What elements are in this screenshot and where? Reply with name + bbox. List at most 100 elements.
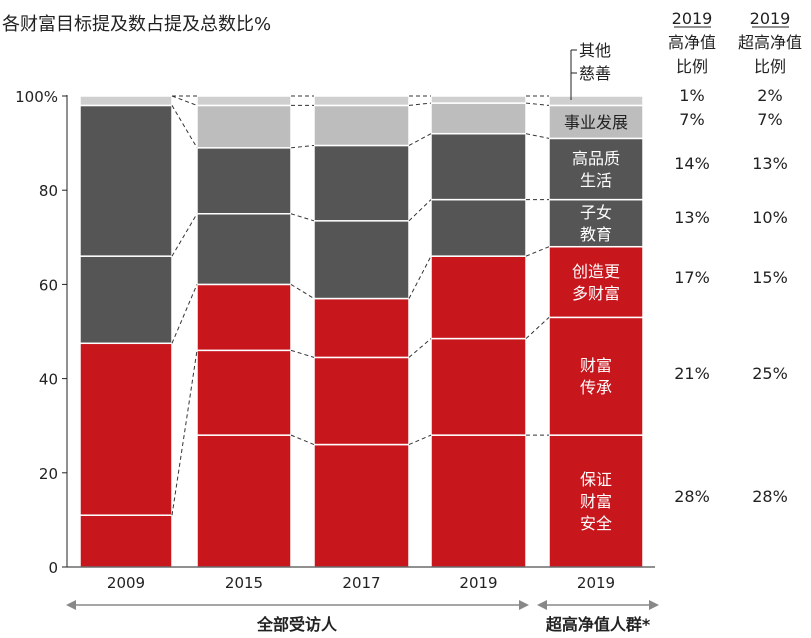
connector-2-4 (408, 199, 432, 222)
label-charity: 慈善 (579, 64, 611, 83)
x-tick-label-3: 2019 (459, 574, 497, 592)
connector-2-5 (408, 133, 432, 146)
table-cell-5-col1: 21% (674, 364, 710, 383)
bar-3-segment-0 (430, 434, 527, 568)
bar-4-segment-6 (548, 95, 644, 107)
bar-0-segment-3 (79, 104, 173, 257)
table-cell-6-col1: 28% (674, 487, 710, 506)
bar-4-segment-3 (548, 198, 644, 248)
bar-2-segment-4 (313, 144, 410, 222)
group-label-all: 全部受访人 (256, 615, 338, 634)
bar-0-segment-0 (79, 514, 173, 568)
bar-3-segment-1 (430, 337, 527, 436)
connector-3-6 (525, 102, 550, 106)
right-table-header-col1: 2019 高净值 比例 (668, 9, 716, 76)
connector-3-2 (525, 317, 550, 339)
bar-1-segment-0 (196, 434, 292, 568)
x-tick-label-1: 2015 (225, 574, 263, 592)
bar-2-segment-2 (313, 297, 410, 359)
bar-1-segment-4 (196, 147, 292, 215)
bar-3-segment-6 (430, 95, 527, 104)
group-label-uhnw: 超高净值人群* (545, 615, 651, 634)
table-cell-1-col1: 7% (679, 110, 704, 129)
bar-1-segment-1 (196, 349, 292, 436)
header-col1-line3: 比例 (676, 57, 708, 76)
connector-0-2 (171, 284, 198, 344)
bar-3-segment-3 (430, 198, 527, 257)
segment-label-4-0: 高品质 (572, 149, 620, 168)
bar-2-segment-6 (313, 95, 410, 107)
group-arrow-uhnw (537, 600, 659, 610)
others-callout: 其他 慈善 (570, 41, 611, 100)
segment-label-2-1: 多财富 (572, 284, 620, 303)
segment-label-0-0: 保证 (580, 470, 612, 489)
bar-4-segment-0 (548, 434, 644, 568)
bar-3-segment-5 (430, 102, 527, 135)
label-others: 其他 (579, 41, 611, 60)
connector-2-3 (408, 255, 432, 299)
connector-2-1 (408, 434, 432, 445)
header-col2-line2: 超高净值 (738, 33, 802, 52)
bar-4-segment-2 (548, 245, 644, 319)
connector-1-2 (290, 349, 315, 358)
connector-3-5 (525, 133, 550, 139)
x-tick-label-2: 2017 (342, 574, 380, 592)
connector-0-1 (171, 350, 198, 516)
header-col2-year: 2019 (750, 9, 791, 28)
x-tick-label-0: 2009 (107, 574, 145, 592)
y-tick-label-4: 80 (39, 182, 58, 200)
bar-0-segment-4 (79, 95, 173, 107)
bar-1-segment-5 (196, 104, 292, 149)
table-cell-5-col2: 25% (752, 364, 788, 383)
table-cell-6-col2: 28% (752, 487, 788, 506)
table-cell-3-col1: 13% (674, 208, 710, 227)
connector-1-5 (290, 144, 315, 149)
connector-1-4 (290, 213, 315, 222)
table-cell-0-col2: 2% (757, 86, 782, 105)
bar-2-segment-0 (313, 443, 410, 568)
segment-label-0-1: 财富 (580, 492, 612, 511)
bar-3-segment-2 (430, 255, 527, 340)
segment-label-0-2: 安全 (580, 514, 612, 533)
segment-label-2-0: 创造更 (572, 262, 620, 281)
table-cell-4-col2: 15% (752, 268, 788, 287)
table-cell-2-col2: 13% (752, 154, 788, 173)
bar-0-segment-1 (79, 342, 173, 516)
y-tick-label-5: 100% (15, 88, 58, 106)
segment-label-1-0: 财富 (580, 356, 612, 375)
segment-label-3-0: 子女 (580, 203, 612, 222)
bar-0-segment-2 (79, 255, 173, 345)
bar-2-segment-3 (313, 220, 410, 300)
table-cell-4-col1: 17% (674, 268, 710, 287)
connector-2-2 (408, 338, 432, 358)
right-table-header-col2: 2019 超高净值 比例 (738, 9, 802, 76)
connector-0-4 (171, 105, 198, 149)
group-arrow-all (66, 600, 529, 610)
connector-0-3 (171, 213, 198, 257)
y-tick-label-2: 40 (39, 371, 58, 389)
bar-1-segment-6 (196, 95, 292, 107)
connector-1-1 (290, 434, 315, 446)
y-tick-label-1: 20 (39, 465, 58, 483)
segment-label-4-1: 生活 (580, 171, 612, 190)
header-col1-year: 2019 (672, 9, 713, 28)
table-cell-2-col1: 14% (674, 154, 710, 173)
x-tick-label-4: 2019 (577, 574, 615, 592)
bar-1-segment-2 (196, 283, 292, 352)
chart-title: 各财富目标提及数占提及总数比% (2, 14, 271, 35)
connector-1-3 (290, 283, 315, 299)
connector-3-3 (525, 246, 550, 257)
bar-1-segment-3 (196, 213, 292, 286)
table-cell-3-col2: 10% (752, 208, 788, 227)
table-cell-0-col1: 1% (679, 86, 704, 105)
bar-4-segment-1 (548, 316, 644, 436)
segment-label-5-0: 事业发展 (564, 113, 628, 132)
connector-0-5 (171, 95, 198, 106)
header-col1-line2: 高净值 (668, 33, 716, 52)
connector-2-6 (408, 102, 432, 106)
y-tick-label-0: 0 (48, 559, 58, 577)
y-tick-label-3: 60 (39, 276, 58, 294)
header-col2-line3: 比例 (754, 57, 786, 76)
segment-label-1-1: 传承 (580, 378, 612, 397)
